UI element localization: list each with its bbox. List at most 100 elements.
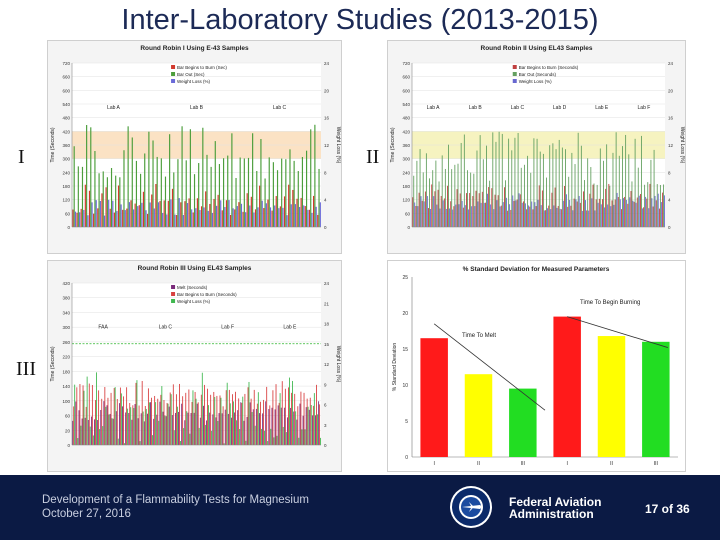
bar [116, 399, 118, 445]
bar [454, 164, 456, 227]
bar [495, 141, 497, 227]
bar [76, 387, 78, 445]
y-tick-label: 180 [402, 184, 410, 189]
bar [161, 386, 163, 445]
bar [564, 185, 565, 227]
bar [294, 393, 296, 445]
chart-round-robin-ii-svg: Round Robin II Using EL43 Samples 720 660 6… [390, 45, 685, 230]
bar [138, 405, 140, 445]
bar [135, 382, 137, 445]
bar [281, 381, 283, 445]
bar [272, 162, 274, 227]
bar [95, 200, 97, 227]
bar [109, 413, 111, 445]
bar [285, 159, 287, 227]
bar [475, 190, 477, 227]
bar [101, 398, 103, 445]
y-tick-label: 420 [62, 129, 70, 134]
bar [522, 201, 524, 227]
bar [642, 341, 670, 457]
agency-name-line1: Federal Aviation [509, 495, 602, 509]
bar [160, 158, 162, 227]
bar [191, 401, 193, 445]
bar [303, 392, 305, 445]
bar [469, 193, 471, 227]
bar [217, 194, 219, 227]
bar [266, 386, 268, 445]
bar [415, 205, 417, 227]
bar [226, 382, 228, 445]
chart-round-robin-i: Round Robin I Using E-43 Samples 720 660 60… [47, 40, 342, 254]
bar [283, 407, 285, 445]
bar [191, 209, 193, 227]
bar [295, 411, 297, 445]
bar [634, 138, 636, 227]
bar [280, 407, 282, 445]
bar [135, 160, 138, 227]
bar [461, 200, 463, 227]
bar [570, 205, 572, 227]
bar [97, 208, 99, 227]
bar [149, 202, 151, 227]
bar [111, 418, 113, 445]
legend-swatch [512, 79, 517, 83]
bar [300, 197, 302, 227]
bar [281, 158, 283, 227]
bar [521, 202, 523, 227]
bar [428, 208, 430, 227]
bar [316, 384, 317, 445]
y2-tick-label: 0 [324, 443, 327, 448]
bar [569, 199, 571, 227]
bar [588, 210, 590, 227]
bar [286, 215, 288, 227]
bar [459, 193, 461, 227]
bar [663, 184, 665, 227]
bar [312, 405, 314, 445]
bar [263, 399, 265, 445]
bar [441, 155, 443, 227]
bar [181, 126, 183, 227]
bar [290, 407, 292, 445]
bar [604, 207, 605, 227]
bar [439, 208, 441, 227]
bar [232, 401, 234, 445]
bar [478, 193, 480, 227]
bar [81, 418, 83, 445]
bar [267, 441, 269, 445]
bar [131, 419, 133, 445]
y-tick-label: 0 [67, 443, 70, 448]
bar [466, 193, 467, 227]
bar [114, 387, 116, 445]
bar [580, 145, 582, 227]
bar [251, 412, 253, 445]
bar [313, 393, 315, 445]
bar [660, 202, 662, 227]
bar [180, 202, 182, 227]
bar [317, 214, 319, 227]
bar [622, 146, 623, 227]
bar [103, 401, 105, 445]
bar [199, 210, 201, 227]
bar [270, 428, 272, 445]
bar [157, 398, 159, 445]
bar [463, 134, 465, 227]
bar [607, 204, 609, 227]
bar [195, 398, 197, 445]
bar [584, 180, 585, 227]
bar [86, 376, 88, 445]
bar [556, 207, 558, 227]
bar [265, 203, 267, 227]
bar [75, 401, 77, 445]
bar [314, 124, 316, 227]
bar [200, 206, 203, 227]
bar [195, 208, 197, 227]
bar [602, 199, 603, 227]
bar [116, 210, 118, 227]
bar [94, 419, 95, 445]
bar [250, 398, 252, 445]
bar [526, 209, 528, 227]
bar [265, 401, 267, 445]
bar [438, 181, 440, 227]
bar [186, 411, 188, 445]
bar [124, 210, 126, 227]
